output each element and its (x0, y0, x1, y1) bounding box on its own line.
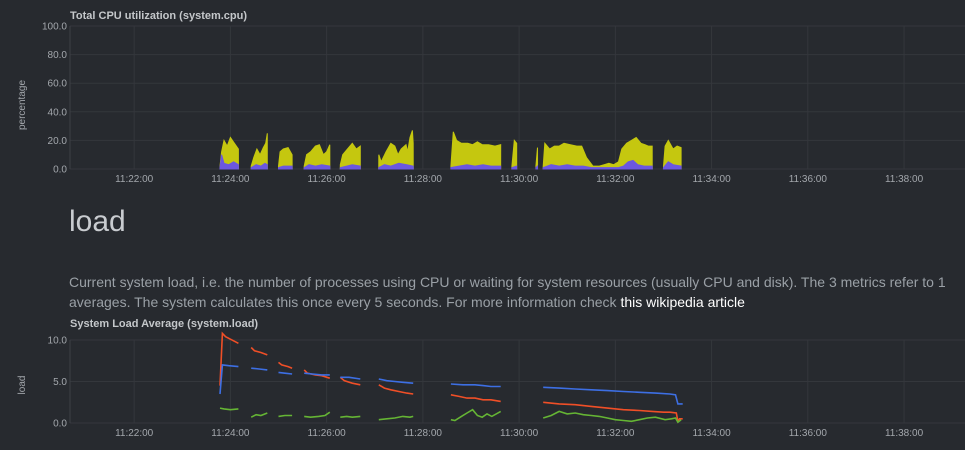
x-tick-label: 11:36:00 (789, 428, 828, 439)
y-tick-label: 60.0 (48, 79, 68, 90)
load5-line (251, 367, 268, 371)
load-y-axis-label: load (17, 376, 28, 395)
x-tick-label: 11:36:00 (789, 174, 828, 185)
cpu-system-area (542, 159, 653, 170)
x-tick-label: 11:24:00 (211, 174, 250, 185)
load15-line (304, 411, 331, 419)
x-tick-label: 11:26:00 (308, 174, 347, 185)
x-tick-label: 11:28:00 (404, 174, 443, 185)
wikipedia-article-link[interactable]: this wikipedia article (620, 293, 745, 310)
cpu-system-area (303, 164, 331, 170)
description-line-1: Current system load, i.e. the number of … (69, 274, 946, 290)
cpu-utilization-chart[interactable]: percentage 11:22:00 11:24:00 11:26:00 11:28… (0, 0, 965, 190)
y-tick-label: 40.0 (48, 107, 68, 118)
load5-line (450, 383, 501, 388)
load15-line (450, 408, 502, 422)
cpu-system-area (250, 162, 268, 170)
cpu-user-area (339, 142, 361, 170)
x-tick-label: 11:34:00 (692, 174, 731, 185)
x-tick-label: 11:32:00 (596, 174, 635, 185)
cpu-system-area (277, 165, 293, 170)
load1-line (378, 384, 414, 395)
cpu-user-area (511, 139, 518, 170)
load15-line (378, 415, 414, 421)
load1-line (543, 401, 683, 424)
cpu-system-area (339, 164, 361, 170)
load15-line (542, 410, 682, 424)
x-tick-label: 11:30:00 (500, 174, 539, 185)
load1-line (278, 361, 293, 369)
cpu-system-area (450, 164, 502, 170)
x-tick-label: 11:26:00 (308, 428, 347, 439)
section-heading-load: load (69, 205, 126, 238)
x-tick-label: 11:28:00 (404, 428, 443, 439)
load1-line (339, 376, 361, 386)
cpu-user-area (303, 144, 331, 170)
cpu-user-area (542, 136, 653, 170)
x-tick-label: 11:38:00 (885, 174, 924, 185)
load5-line (278, 371, 293, 375)
load15-line (219, 407, 239, 411)
load1-line (450, 394, 501, 403)
y-tick-label: 20.0 (48, 136, 68, 147)
x-tick-label: 11:38:00 (885, 428, 924, 439)
load5-line (219, 364, 239, 395)
cpu-chart-title: Total CPU utilization (system.cpu) (70, 10, 248, 22)
load5-line (543, 386, 683, 405)
cpu-system-area (219, 154, 239, 170)
load1-line (219, 331, 239, 386)
x-tick-label: 11:22:00 (115, 428, 154, 439)
cpu-system-area (511, 165, 518, 170)
load15-line (250, 412, 268, 418)
load15-line (278, 414, 293, 418)
y-tick-label: 80.0 (48, 50, 68, 61)
load15-line (340, 415, 361, 419)
load5-line (340, 376, 361, 380)
x-tick-label: 11:22:00 (115, 174, 154, 185)
y-tick-label: 0.0 (53, 419, 67, 430)
section-description: Current system load, i.e. the number of … (69, 273, 965, 312)
y-tick-label: 100.0 (42, 22, 67, 33)
x-tick-label: 11:24:00 (211, 428, 250, 439)
cpu-system-area (378, 162, 414, 170)
cpu-user-area (450, 131, 502, 170)
load1-line (250, 346, 268, 356)
description-line-2: averages. The system calculates this onc… (69, 293, 621, 310)
load5-line (378, 378, 414, 384)
system-load-chart[interactable]: load 11:22:00 11:24:00 11:26:00 11:28:00 11:… (0, 330, 965, 450)
y-tick-label: 10.0 (48, 336, 68, 347)
x-tick-label: 11:34:00 (692, 428, 731, 439)
y-tick-label: 0.0 (53, 165, 67, 176)
load5-line (304, 372, 330, 376)
cpu-y-axis-label: percentage (17, 80, 28, 130)
cpu-system-area (662, 161, 682, 170)
cpu-user-area (378, 130, 414, 170)
x-tick-label: 11:32:00 (596, 428, 635, 439)
cpu-user-area (250, 133, 268, 170)
y-tick-label: 5.0 (53, 377, 67, 388)
cpu-system-area (535, 164, 539, 170)
load-chart-title: System Load Average (system.load) (70, 318, 259, 330)
x-tick-label: 11:30:00 (500, 428, 539, 439)
